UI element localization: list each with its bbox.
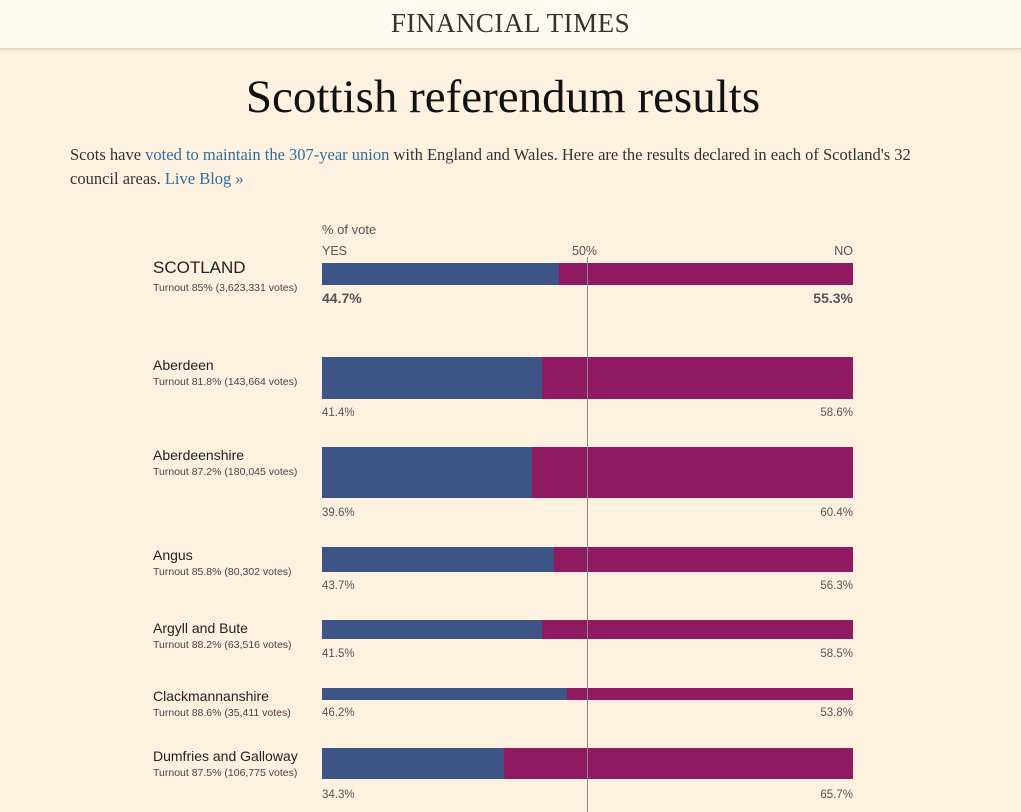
- live-blog-link[interactable]: Live Blog »: [164, 169, 244, 188]
- yes-bar-segment: [322, 620, 542, 639]
- no-bar-segment: [504, 748, 853, 779]
- midpoint-header: 50%: [572, 244, 598, 258]
- result-bar[interactable]: [322, 620, 853, 639]
- yes-percent-label: 43.7%: [322, 580, 355, 592]
- intro-text-2: with England and Wales. Here are the res…: [70, 145, 911, 188]
- area-name: Aberdeenshire: [153, 447, 245, 463]
- fifty-percent-line: [587, 257, 588, 812]
- yes-bar-segment: [322, 688, 567, 700]
- result-bar[interactable]: [322, 688, 853, 700]
- area-name: Angus: [153, 547, 193, 563]
- turnout-text: Turnout 85.8% (80,302 votes): [153, 566, 292, 578]
- yes-header: YES: [322, 244, 348, 258]
- yes-percent-label: 46.2%: [322, 707, 355, 719]
- axis-label: % of vote: [322, 222, 377, 237]
- result-bar[interactable]: [322, 447, 853, 498]
- no-percent-label: 58.5%: [820, 648, 853, 660]
- turnout-text: Turnout 81.8% (143,664 votes): [153, 376, 298, 388]
- yes-percent-label: 41.4%: [322, 407, 355, 419]
- page-title: Scottish referendum results: [245, 71, 761, 123]
- area-name: Dumfries and Galloway: [153, 748, 298, 764]
- turnout-text: Turnout 88.2% (63,516 votes): [153, 639, 292, 651]
- no-bar-segment: [542, 357, 853, 399]
- yes-percent-label: 39.6%: [322, 507, 355, 519]
- union-article-link[interactable]: voted to maintain the 307-year union: [145, 145, 390, 164]
- no-bar-segment: [567, 688, 853, 700]
- result-bar[interactable]: [322, 547, 853, 572]
- area-name: SCOTLAND: [153, 258, 246, 277]
- no-percent-label: 60.4%: [820, 507, 853, 519]
- no-bar-segment: [532, 447, 853, 498]
- yes-bar-segment: [322, 447, 532, 498]
- intro-paragraph: Scots have voted to maintain the 307-yea…: [70, 143, 950, 191]
- masthead: FINANCIAL TIMES: [0, 0, 1021, 49]
- yes-bar-segment: [322, 748, 504, 779]
- no-percent-label: 58.6%: [820, 407, 853, 419]
- result-bar[interactable]: [322, 263, 853, 285]
- no-percent-label: 55.3%: [813, 290, 853, 306]
- no-bar-segment: [554, 547, 853, 572]
- no-bar-segment: [559, 263, 853, 285]
- no-bar-segment: [542, 620, 853, 639]
- result-bar[interactable]: [322, 748, 853, 779]
- yes-percent-label: 41.5%: [322, 648, 355, 660]
- turnout-text: Turnout 87.2% (180,045 votes): [153, 466, 298, 478]
- result-bar[interactable]: [322, 357, 853, 399]
- no-header: NO: [834, 244, 853, 258]
- yes-percent-label: 34.3%: [322, 789, 355, 801]
- turnout-text: Turnout 87.5% (106,775 votes): [153, 767, 298, 779]
- turnout-text: Turnout 88.6% (35,411 votes): [153, 707, 291, 719]
- area-name: Aberdeen: [153, 357, 214, 373]
- intro-text-1: Scots have: [70, 145, 146, 164]
- yes-bar-segment: [322, 357, 542, 399]
- area-name: Argyll and Bute: [153, 620, 248, 636]
- no-percent-label: 53.8%: [820, 707, 853, 719]
- no-percent-label: 56.3%: [820, 580, 853, 592]
- brand-logo[interactable]: FINANCIAL TIMES: [390, 8, 631, 38]
- yes-bar-segment: [322, 547, 554, 572]
- no-percent-label: 65.7%: [820, 789, 853, 801]
- area-name: Clackmannanshire: [153, 688, 269, 704]
- yes-bar-segment: [322, 263, 559, 285]
- yes-percent-label: 44.7%: [322, 290, 362, 306]
- turnout-text: Turnout 85% (3,623,331 votes): [153, 282, 298, 294]
